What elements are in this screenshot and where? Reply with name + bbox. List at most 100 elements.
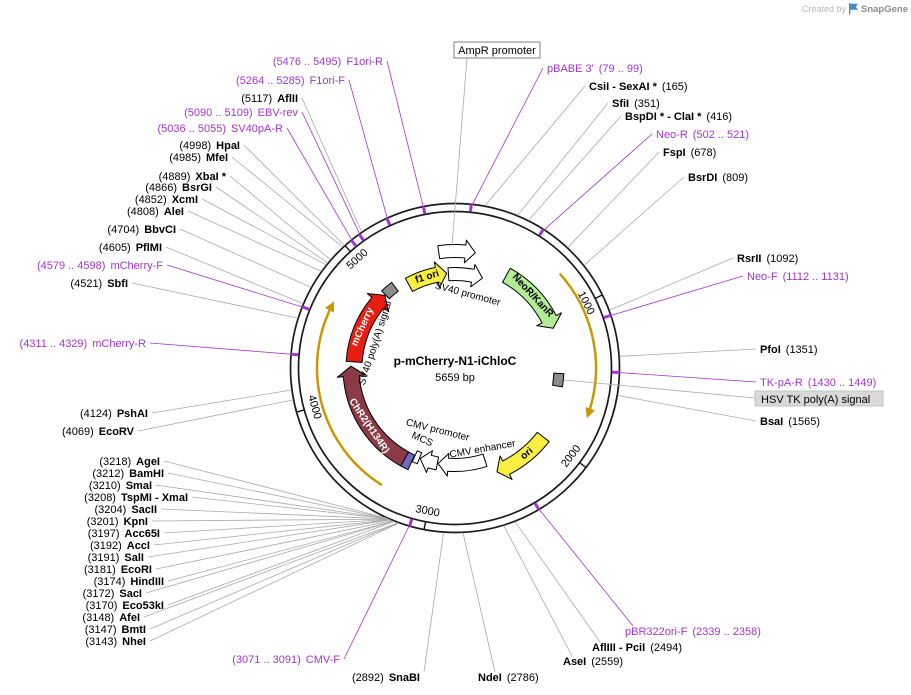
- callout-mfei[interactable]: (4985) MfeI: [169, 152, 228, 164]
- feature-label-neor-kanr[interactable]: NeoR/KanR: [510, 272, 556, 320]
- callout-xbai[interactable]: (4889) XbaI *: [159, 171, 227, 183]
- callout-line: [160, 508, 389, 520]
- callout-line: [301, 111, 362, 237]
- plasmid-title: p-mCherry-N1-iChloC: [394, 354, 517, 368]
- feature-cmv-enhancer[interactable]: [437, 452, 488, 477]
- feature-f1-ori[interactable]: [404, 261, 448, 292]
- feature-chr2-h134r[interactable]: [336, 365, 409, 467]
- callout-tspmi-xmai[interactable]: (3208) TspMI - XmaI: [84, 492, 188, 504]
- callout-cmv-f[interactable]: (3071 .. 3091) CMV-F: [232, 654, 340, 666]
- scale-tick-2000: [579, 462, 587, 469]
- callout-mcherry-f[interactable]: (4579 .. 4598) mCherry-F: [37, 260, 163, 272]
- callout-line: [151, 389, 292, 414]
- callout-agei[interactable]: (3218) AgeI: [99, 456, 160, 468]
- feature-mcs[interactable]: [411, 450, 423, 465]
- orf-arc-arrowhead: [585, 406, 595, 419]
- feature-mcherry[interactable]: [345, 293, 390, 363]
- feature-neor-kanr[interactable]: [502, 267, 563, 329]
- callout-bsrdi[interactable]: BsrDI (809): [688, 172, 748, 184]
- callout-aflii[interactable]: (5117) AflII: [241, 93, 298, 105]
- callout-sbfi[interactable]: (4521) SbfI: [70, 278, 128, 290]
- callout-line: [451, 57, 468, 247]
- callout-bmti[interactable]: (3147) BmtI: [85, 624, 146, 636]
- callout-line: [137, 399, 294, 432]
- callout-neo-r[interactable]: Neo-R (502 .. 521): [656, 129, 749, 141]
- callout-line: [131, 282, 298, 319]
- callout-line: [528, 115, 622, 221]
- callout-line: [286, 127, 354, 243]
- callout-acc65i[interactable]: (3197) Acc65I: [88, 528, 160, 540]
- callout-line: [609, 257, 734, 311]
- callout-acci[interactable]: (3192) AccI: [90, 540, 150, 552]
- callout-line: [155, 484, 388, 519]
- callout-bsai[interactable]: BsaI (1565): [760, 416, 820, 428]
- callout-neo-f[interactable]: Neo-F (1112 .. 1131): [747, 271, 849, 283]
- callout-line: [167, 520, 394, 582]
- callout-saci[interactable]: (3172) SacI: [83, 588, 142, 600]
- callout-pbabe-3[interactable]: pBABE 3' (79 .. 99): [547, 63, 643, 75]
- callout-sacii[interactable]: (3204) SacII: [95, 504, 157, 516]
- callout-line: [147, 519, 391, 558]
- callout-line: [386, 60, 425, 210]
- callout-bbvci[interactable]: (4704) BbvCI: [107, 224, 176, 236]
- callout-ecori[interactable]: (3181) EcoRI: [84, 564, 152, 576]
- feature-hsv-tk-polya-signal[interactable]: [551, 372, 565, 388]
- callout-sali[interactable]: (3191) SalI: [88, 552, 144, 564]
- watermark-brand: SnapGene: [861, 4, 908, 15]
- callout-line: [423, 532, 444, 673]
- callout-line: [470, 67, 544, 208]
- callout-sv40pa-r[interactable]: (5036 .. 5055) SV40pA-R: [158, 123, 284, 135]
- callout-line: [503, 525, 573, 657]
- callout-ecorv[interactable]: (4069) EcoRV: [62, 426, 135, 438]
- callout-pflmi[interactable]: (4605) PflMI: [99, 242, 162, 254]
- boxed-label-box-ampr-promoter: [453, 41, 541, 59]
- orf-arcs-group: [315, 272, 598, 487]
- callout-pfoi[interactable]: PfoI (1351): [760, 344, 818, 356]
- callout-afei[interactable]: (3148) AfeI: [82, 612, 140, 624]
- feature-ori[interactable]: [496, 431, 550, 480]
- callout-hpai[interactable]: (4998) HpaI: [179, 140, 240, 152]
- callout-mcherry-r[interactable]: (4311 .. 4329) mCherry-R: [20, 338, 147, 350]
- callout-pshai[interactable]: (4124) PshAI: [80, 408, 148, 420]
- feature-cmv-promoter[interactable]: [419, 450, 440, 474]
- feature-label-hsv-tk-polya-signal[interactable]: HSV TK poly(A) signal: [761, 394, 870, 406]
- callout-line: [166, 264, 306, 309]
- callout-alei[interactable]: (4808) AleI: [127, 206, 184, 218]
- callout-csii-sexai[interactable]: CsiI - SexAI * (165): [589, 81, 688, 93]
- callout-smai[interactable]: (3210) SmaI: [89, 480, 152, 492]
- feature-sv40-promoter[interactable]: [447, 264, 483, 288]
- callout-xcmi[interactable]: (4852) XcmI: [135, 194, 198, 206]
- scale-tick-3000: [423, 521, 427, 530]
- callout-f1ori-f[interactable]: (5264 .. 5285) F1ori-F: [236, 75, 345, 87]
- callout-nhei[interactable]: (3143) NheI: [85, 636, 146, 648]
- callout-eco53ki[interactable]: (3170) Eco53kI: [86, 600, 164, 612]
- callout-bamhi[interactable]: (3212) BamHI: [92, 468, 164, 480]
- callout-line: [343, 523, 411, 660]
- callout-asei[interactable]: AseI (2559): [563, 656, 623, 668]
- callout-line: [536, 506, 634, 627]
- feature-label-ampr-promoter[interactable]: AmpR promoter: [458, 45, 536, 57]
- callout-rsrii[interactable]: RsrII (1092): [737, 253, 798, 265]
- callout-ndei[interactable]: NdeI (2786): [478, 672, 539, 684]
- feature-label-sv40-promoter[interactable]: SV40 promoter: [434, 281, 502, 309]
- callout-kpni[interactable]: (3201) KpnI: [87, 516, 148, 528]
- plasmid-size: 5659 bp: [435, 372, 475, 384]
- callout-line: [165, 246, 304, 305]
- feature-ampr-promoter[interactable]: [437, 239, 476, 264]
- callout-afliii-pcii[interactable]: AflIII - PciI (2494): [592, 642, 682, 654]
- callout-tk-pa-r[interactable]: TK-pA-R (1430 .. 1449): [760, 377, 876, 389]
- feature-sv40-polya-signal[interactable]: [381, 281, 399, 300]
- feature-label-chr2-h134r[interactable]: ChR2(H134R): [346, 397, 391, 456]
- callout-line: [167, 472, 388, 519]
- callout-f1ori-r[interactable]: (5476 .. 5495) F1ori-R: [273, 56, 383, 68]
- callout-hindiii[interactable]: (3174) HindIII: [94, 576, 164, 588]
- callout-bsrgi[interactable]: (4866) BsrGI: [145, 182, 212, 194]
- callout-bspdi-clai[interactable]: BspDI * - ClaI * (416): [625, 111, 732, 123]
- callout-snabi[interactable]: (2892) SnaBI: [352, 672, 420, 684]
- callout-pbr322ori-f[interactable]: pBR322ori-F (2339 .. 2358): [625, 626, 761, 638]
- callout-ebv-rev[interactable]: (5090 .. 5109) EBV-rev: [184, 107, 298, 119]
- callout-fspi[interactable]: FspI (678): [663, 147, 716, 159]
- callout-sfii[interactable]: SfiI (351): [612, 98, 660, 110]
- scale-tick-4000: [296, 409, 305, 413]
- callout-line: [619, 348, 757, 357]
